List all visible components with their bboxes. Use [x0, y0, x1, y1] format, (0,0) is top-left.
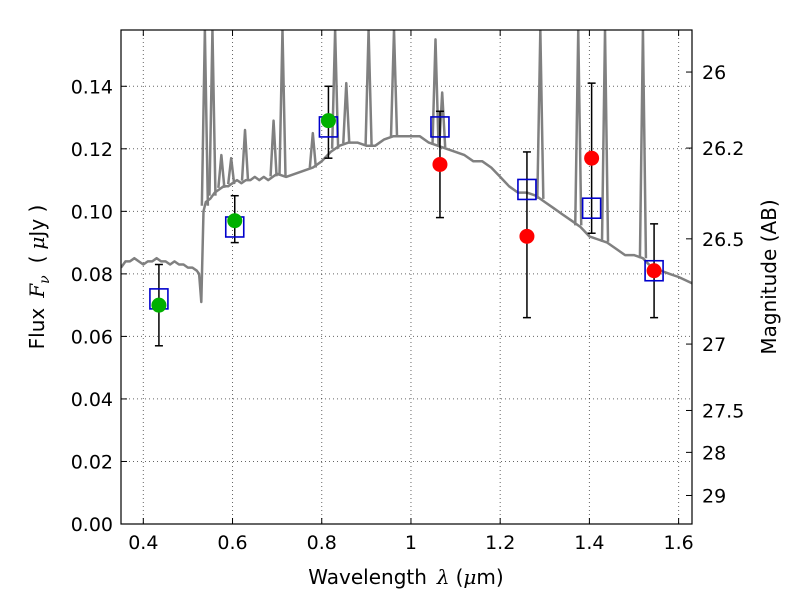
model-point-2-3: [430, 116, 450, 138]
emission-line-10: [364, 30, 373, 146]
emission-line-0: [200, 30, 210, 206]
model-spectrum-line: [121, 135, 692, 304]
y2-tick-label-1: 26.2: [702, 138, 744, 160]
y2-tick-label-0: 26: [702, 62, 726, 84]
emission-lines: [200, 30, 648, 259]
model-point-2-6: [644, 259, 664, 282]
emission-line-4: [240, 128, 250, 181]
data-point-1-3: [646, 263, 662, 279]
data-point-1-1: [519, 228, 535, 244]
y2-tick-label-6: 29: [702, 485, 726, 507]
plot-area: [121, 30, 692, 304]
x-ticks: 0.4 0.6 0.8 1 1.2 1.4 1.6: [128, 30, 694, 554]
y-tick-label-6: 0.12: [71, 139, 113, 161]
y2-tick-label-5: 28: [702, 442, 726, 464]
emission-line-3: [226, 156, 236, 185]
y-axis-label-unit-open: (: [25, 256, 49, 264]
y-axis-label-symbol: F: [25, 283, 49, 299]
emission-line-6: [278, 30, 287, 176]
x-tick-label-6: 1.6: [664, 532, 694, 554]
emission-line-8: [330, 30, 340, 149]
model-point-2-4: [517, 178, 537, 201]
data-point-0-0: [151, 297, 167, 313]
y-tick-label-3: 0.06: [71, 326, 113, 348]
y-tick-label-5: 0.10: [71, 201, 113, 223]
y-tick-label-4: 0.08: [71, 264, 113, 286]
y2-axis-label: Magnitude (AB): [757, 199, 781, 354]
emission-line-16: [600, 30, 610, 242]
emission-line-5: [269, 119, 278, 177]
emission-line-7: [308, 131, 318, 168]
x-tick-label-0: 0.4: [128, 532, 158, 554]
y-tick-label-1: 0.02: [71, 451, 113, 473]
y-tick-label-2: 0.04: [71, 389, 113, 411]
y2-ticks: 26 26.2 26.5 27 27.5 28 29: [686, 62, 744, 507]
data-point-1-2: [584, 150, 600, 166]
y-axis-label-subscript: ν: [37, 275, 53, 284]
x-tick-label-3: 1: [405, 532, 417, 554]
x-axis-label-prefix: Wavelength: [308, 565, 427, 589]
y-tick-label-0: 0.00: [71, 514, 113, 536]
x-axis-label-unit-mu: μ: [463, 565, 476, 589]
model-point-2-5: [581, 197, 602, 220]
emission-line-15: [573, 30, 583, 226]
y2-tick-label-4: 27.5: [702, 400, 744, 422]
x-tick-label-4: 1.2: [485, 532, 515, 554]
y2-tick-label-2: 26.5: [702, 229, 744, 251]
y-axis-label: Flux Fν ( μJy ): [25, 205, 53, 350]
emission-line-17: [638, 30, 648, 259]
x-axis-label: Wavelength λ (μm): [308, 565, 503, 589]
y-axis-label-unit-rest: Jy ): [25, 205, 49, 239]
y-axis-label-unit-mu: μ: [25, 237, 49, 250]
data-point-0-2: [320, 113, 336, 129]
data-point-0-1: [227, 213, 243, 229]
y-tick-label-7: 0.14: [71, 76, 113, 98]
emission-line-14: [536, 30, 545, 199]
x-tick-label-5: 1.4: [574, 532, 604, 554]
x-axis-label-symbol: λ: [436, 565, 450, 589]
emission-line-2: [217, 153, 226, 189]
emission-line-1: [208, 30, 217, 196]
plot-frame: [120, 29, 693, 525]
x-tick-label-2: 0.8: [307, 532, 337, 554]
emission-line-11: [389, 30, 399, 137]
x-axis-label-unit-rest: m): [476, 565, 503, 589]
data-point-1-0: [432, 156, 448, 172]
emission-line-9: [342, 81, 351, 144]
x-tick-label-1: 0.6: [217, 532, 247, 554]
emission-line-12: [431, 38, 440, 145]
y2-tick-label-3: 27: [702, 334, 726, 356]
y-ticks: 0.00 0.02 0.04 0.06 0.08 0.10 0.12 0.14: [71, 76, 127, 536]
y-axis-label-prefix: Flux: [25, 308, 49, 350]
x-axis-label-unit-open: (: [456, 565, 464, 589]
data-markers: [149, 113, 664, 313]
